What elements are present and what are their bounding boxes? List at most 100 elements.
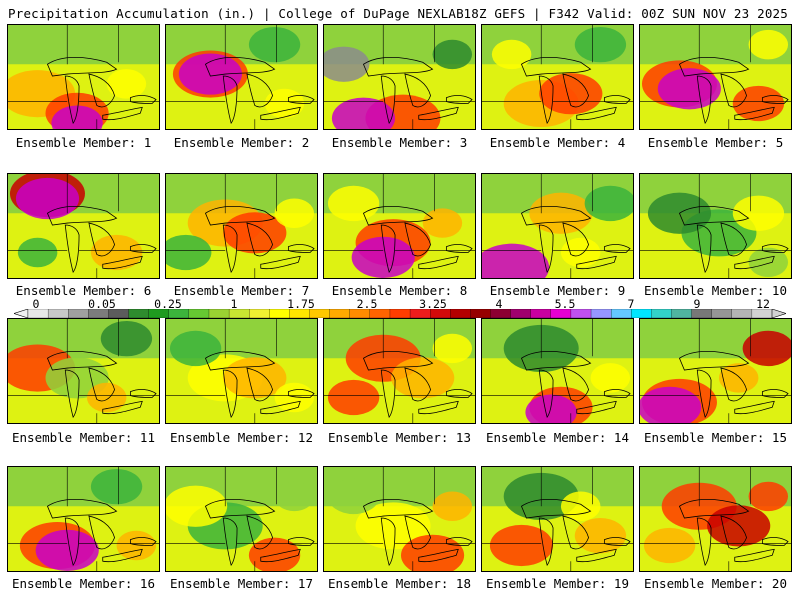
member-caption: Ensemble Member: 19 xyxy=(486,576,629,591)
colorbar-swatch xyxy=(108,309,129,318)
member-caption: Ensemble Member: 9 xyxy=(489,283,626,298)
colorbar-swatch xyxy=(47,309,69,318)
colorbar-swatch xyxy=(329,309,351,318)
ensemble-panel xyxy=(7,466,160,572)
great-lakes-outline xyxy=(8,25,159,129)
colorbar-tick-label: 5.5 xyxy=(554,297,576,311)
precip-map xyxy=(482,174,633,278)
member-caption: Ensemble Member: 17 xyxy=(170,576,313,591)
ensemble-panel xyxy=(165,173,318,279)
precip-map xyxy=(324,174,475,278)
great-lakes-outline xyxy=(640,467,791,571)
colorbar-tick-label: 3.25 xyxy=(419,297,447,311)
ensemble-panel xyxy=(639,466,792,572)
ensemble-panel xyxy=(7,24,160,130)
precip-map xyxy=(8,319,159,423)
colorbar-swatch xyxy=(570,309,592,318)
ensemble-panel xyxy=(639,24,792,130)
colorbar-swatch xyxy=(148,309,170,318)
colorbar-swatch xyxy=(289,309,310,318)
ensemble-panel xyxy=(481,318,634,424)
ensemble-panel xyxy=(481,24,634,130)
member-caption: Ensemble Member: 1 xyxy=(15,135,152,150)
member-caption: Ensemble Member: 13 xyxy=(328,430,471,445)
ensemble-panel xyxy=(481,466,634,572)
colorbar-tick-label: 1.75 xyxy=(287,297,315,311)
colorbar-swatch xyxy=(470,309,491,318)
precip-map xyxy=(482,319,633,423)
ensemble-panel xyxy=(323,24,476,130)
member-caption: Ensemble Member: 8 xyxy=(331,283,468,298)
member-caption: Ensemble Member: 11 xyxy=(12,430,155,445)
precip-map xyxy=(166,319,317,423)
precip-map xyxy=(324,467,475,571)
great-lakes-outline xyxy=(166,467,317,571)
run-valid-info: 18Z GEFS | F342 Valid: 00Z SUN NOV 23 20… xyxy=(463,6,788,21)
colorbar-swatch xyxy=(249,309,270,318)
colorbar-swatch xyxy=(128,309,150,318)
great-lakes-outline xyxy=(8,467,159,571)
colorbar-swatch xyxy=(610,309,632,318)
colorbar-swatch xyxy=(430,309,451,318)
colorbar-swatch xyxy=(208,309,230,318)
member-caption: Ensemble Member: 2 xyxy=(173,135,310,150)
ensemble-panel xyxy=(639,173,792,279)
ensemble-panel xyxy=(639,318,792,424)
colorbar-swatch xyxy=(711,309,733,318)
great-lakes-outline xyxy=(482,467,633,571)
member-caption: Ensemble Member: 12 xyxy=(170,430,313,445)
colorbar-swatch xyxy=(188,309,210,318)
colorbar-swatch xyxy=(450,309,471,318)
member-caption: Ensemble Member: 3 xyxy=(331,135,468,150)
colorbar-swatch xyxy=(510,309,532,318)
colorbar-swatch xyxy=(309,309,331,318)
member-caption: Ensemble Member: 7 xyxy=(173,283,310,298)
ensemble-panel xyxy=(165,466,318,572)
precip-map xyxy=(324,319,475,423)
ensemble-panel xyxy=(7,173,160,279)
member-caption: Ensemble Member: 4 xyxy=(489,135,626,150)
member-caption: Ensemble Member: 14 xyxy=(486,430,629,445)
colorbar-swatch xyxy=(530,309,552,318)
great-lakes-outline xyxy=(8,174,159,278)
great-lakes-outline xyxy=(482,25,633,129)
precip-map xyxy=(166,174,317,278)
colorbar-swatch xyxy=(550,309,572,318)
colorbar xyxy=(14,309,786,318)
great-lakes-outline xyxy=(324,25,475,129)
great-lakes-outline xyxy=(640,319,791,423)
colorbar-tick-label: 1 xyxy=(230,297,238,311)
great-lakes-outline xyxy=(324,174,475,278)
colorbar-swatch xyxy=(671,309,693,318)
member-caption: Ensemble Member: 15 xyxy=(644,430,787,445)
colorbar-tick-label: 2.5 xyxy=(356,297,378,311)
colorbar-swatch xyxy=(68,309,89,318)
great-lakes-outline xyxy=(324,319,475,423)
precip-map xyxy=(640,25,791,129)
colorbar-swatch xyxy=(389,309,411,318)
member-caption: Ensemble Member: 5 xyxy=(647,135,784,150)
colorbar-right-arrow xyxy=(771,309,786,318)
colorbar-tick-label: 0.25 xyxy=(154,297,182,311)
precip-map xyxy=(482,25,633,129)
ensemble-panel xyxy=(323,318,476,424)
colorbar-swatch xyxy=(27,309,49,318)
precip-map xyxy=(640,174,791,278)
great-lakes-outline xyxy=(640,25,791,129)
precip-map xyxy=(8,174,159,278)
great-lakes-outline xyxy=(166,319,317,423)
precip-map xyxy=(166,467,317,571)
ensemble-panel xyxy=(481,173,634,279)
colorbar-swatch xyxy=(369,309,391,318)
ensemble-panel xyxy=(323,173,476,279)
precip-map xyxy=(166,25,317,129)
precip-map xyxy=(640,467,791,571)
member-caption: Ensemble Member: 18 xyxy=(328,576,471,591)
member-caption: Ensemble Member: 10 xyxy=(644,283,787,298)
great-lakes-outline xyxy=(166,174,317,278)
member-caption: Ensemble Member: 6 xyxy=(15,283,152,298)
colorbar-swatch xyxy=(590,309,612,318)
colorbar-swatch xyxy=(751,309,773,318)
colorbar-swatch xyxy=(168,309,190,318)
ensemble-panel xyxy=(165,318,318,424)
